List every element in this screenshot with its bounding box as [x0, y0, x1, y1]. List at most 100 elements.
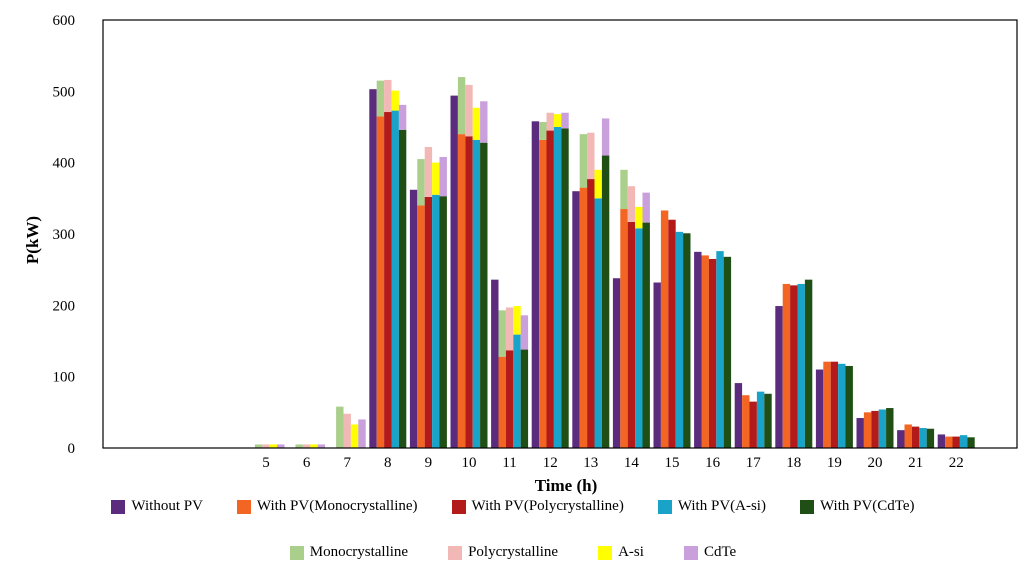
- legend-label: With PV(Polycrystalline): [471, 498, 624, 514]
- x-tick-label: 22: [949, 455, 964, 471]
- bar-with-pv-polycrystalline--8: [384, 112, 392, 449]
- bar-with-pv-monocrystalline--15: [660, 210, 669, 448]
- legend-item: Polycrystalline: [448, 544, 558, 561]
- x-tick-label: 14: [624, 455, 640, 471]
- bar-with-pv-monocrystalline--16: [701, 255, 709, 448]
- bar-with-pv-a-si--18: [797, 283, 805, 448]
- bar-without-pv-20: [856, 418, 864, 448]
- bar-with-pv-cdte--15: [683, 233, 691, 448]
- y-tick-label: 500: [53, 84, 76, 100]
- bar-with-pv-polycrystalline--18: [790, 285, 798, 448]
- legend-swatch: [111, 499, 126, 514]
- legend-label: With PV(Monocrystalline): [256, 498, 418, 514]
- legend-label: Monocrystalline: [309, 544, 409, 560]
- x-tick-label: 21: [908, 455, 923, 471]
- y-tick-label: 0: [68, 441, 76, 457]
- bar-with-pv-polycrystalline--20: [871, 410, 879, 448]
- y-tick-label: 100: [53, 370, 76, 386]
- bar-with-pv-polycrystalline--10: [465, 136, 473, 449]
- bar-with-pv-cdte--9: [439, 196, 447, 448]
- bar-with-pv-a-si--20: [878, 409, 887, 448]
- pv-bar-a-si-7: [350, 424, 359, 448]
- pv-bar-monocrystalline-8: [376, 80, 385, 117]
- pv-bar-polycrystalline-5: [262, 444, 270, 448]
- bar-without-pv-10: [450, 95, 458, 448]
- pv-bar-monocrystalline-13: [579, 134, 588, 188]
- pv-bar-monocrystalline-12: [539, 122, 547, 140]
- bar-without-pv-8: [369, 89, 377, 449]
- legend-item: CdTe: [683, 544, 736, 561]
- x-tick-label: 19: [827, 455, 842, 471]
- legend-label: With PV(CdTe): [819, 498, 915, 514]
- pv-bar-polycrystalline-9: [424, 146, 433, 197]
- bar-with-pv-polycrystalline--11: [505, 350, 514, 448]
- bar-with-pv-polycrystalline--21: [911, 426, 920, 448]
- bar-without-pv-17: [734, 383, 743, 448]
- pv-bar-a-si-8: [391, 90, 399, 111]
- x-tick-label: 13: [583, 455, 598, 471]
- bar-with-pv-monocrystalline--12: [539, 139, 547, 448]
- legend-item: A-si: [598, 544, 644, 561]
- legend-item: With PV(A-si): [657, 498, 766, 515]
- legend-swatch: [598, 545, 613, 560]
- legend-swatch: [657, 499, 672, 514]
- legend-swatch: [451, 499, 466, 514]
- bar-without-pv-19: [815, 369, 824, 448]
- pv-bar-cdte-6: [317, 444, 326, 448]
- bar-with-pv-monocrystalline--14: [620, 209, 628, 448]
- bar-with-pv-a-si--11: [513, 334, 521, 448]
- pv-bar-polycrystalline-10: [465, 84, 473, 137]
- bar-with-pv-polycrystalline--16: [708, 258, 717, 448]
- legend-label: Without PV: [131, 498, 203, 514]
- bar-with-pv-a-si--16: [716, 251, 724, 448]
- bar-chart: 0 100 200 300 400 500 600 5 6 7 8 9 10 11 12 13 14 15 16 1…: [23, 13, 1018, 495]
- legend-item: With PV(Polycrystalline): [451, 498, 624, 515]
- legend-item: Monocrystalline: [289, 544, 409, 561]
- bar-without-pv-9: [409, 189, 418, 449]
- pv-bar-cdte-9: [439, 156, 447, 197]
- bar-with-pv-polycrystalline--9: [424, 196, 433, 448]
- bar-with-pv-cdte--11: [520, 349, 529, 448]
- bar-with-pv-monocrystalline--18: [782, 283, 791, 448]
- x-tick-label: 16: [705, 455, 721, 471]
- bar-with-pv-polycrystalline--22: [952, 436, 960, 448]
- bar-with-pv-cdte--8: [398, 129, 407, 448]
- pv-bar-cdte-12: [561, 112, 569, 129]
- bar-with-pv-monocrystalline--20: [863, 412, 872, 448]
- bar-with-pv-monocrystalline--13: [579, 187, 588, 448]
- pv-bar-monocrystalline-9: [417, 159, 425, 206]
- pv-bar-monocrystalline-7: [336, 406, 344, 448]
- legend-item: With PV(Monocrystalline): [236, 498, 418, 515]
- legend-item: Without PV: [111, 498, 203, 515]
- x-tick-label: 9: [425, 455, 433, 471]
- bar-with-pv-a-si--12: [553, 127, 562, 448]
- pv-bar-cdte-14: [642, 192, 650, 223]
- pv-bar-polycrystalline-14: [627, 186, 636, 222]
- pv-bar-cdte-13: [601, 118, 610, 156]
- bar-with-pv-cdte--16: [723, 256, 732, 448]
- pv-bar-a-si-10: [472, 107, 481, 140]
- bar-with-pv-a-si--22: [959, 435, 968, 448]
- bar-with-pv-monocrystalline--9: [417, 205, 425, 448]
- y-tick-label: 600: [53, 13, 76, 29]
- bar-without-pv-15: [653, 282, 661, 448]
- x-tick-label: 8: [384, 455, 392, 471]
- pv-bar-a-si-12: [553, 114, 562, 127]
- bar-without-pv-12: [531, 121, 540, 448]
- pv-bar-polycrystalline-6: [302, 444, 311, 448]
- x-tick-label: 18: [786, 455, 801, 471]
- x-tick-label: 7: [343, 455, 351, 471]
- bar-with-pv-cdte--13: [601, 155, 610, 449]
- legend-label: With PV(A-si): [677, 498, 766, 514]
- pv-bar-monocrystalline-14: [620, 169, 628, 210]
- bar-with-pv-cdte--20: [886, 408, 894, 448]
- bar-with-pv-a-si--15: [675, 231, 684, 448]
- pv-bar-cdte-7: [358, 419, 366, 448]
- bar-with-pv-polycrystalline--12: [546, 130, 554, 449]
- plot-frame: [102, 19, 1018, 449]
- bar-with-pv-polycrystalline--15: [668, 219, 676, 448]
- bar-with-pv-monocrystalline--19: [823, 361, 831, 448]
- bar-with-pv-a-si--21: [919, 428, 927, 448]
- bar-with-pv-monocrystalline--21: [904, 424, 912, 448]
- pv-bar-a-si-13: [594, 169, 602, 199]
